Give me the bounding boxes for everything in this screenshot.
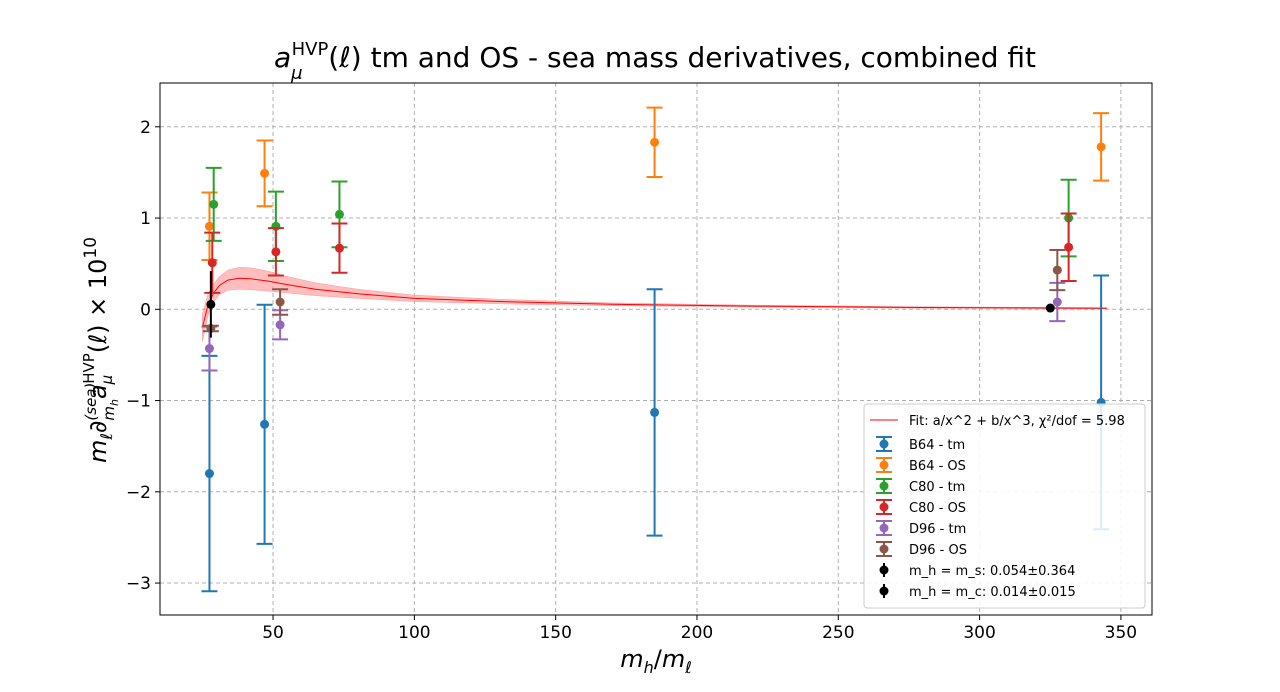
data-point (267, 227, 284, 277)
legend-entry: D96 - tm (876, 520, 966, 537)
legend-entry: D96 - OS (876, 541, 967, 558)
x-tick-label: 300 (963, 623, 995, 643)
legend-label: D96 - OS (909, 543, 967, 558)
x-tick-label: 150 (539, 623, 571, 643)
svg-text:mℓ∂(sea)mhaμHVP(ℓ) × 1010: mℓ∂(sea)mhaμHVP(ℓ) × 1010 (80, 237, 121, 463)
x-tick-label: 200 (681, 623, 713, 643)
data-point (204, 231, 221, 294)
marker-point (206, 271, 216, 338)
data-point (201, 354, 218, 593)
legend-entry: m_h = m_c: 0.014±0.015 (879, 584, 1076, 600)
plot-frame (159, 82, 1153, 616)
y-axis-label: mℓ∂(sea)mhaμHVP(ℓ) × 1010 (80, 237, 121, 463)
legend-box (863, 403, 1146, 609)
data-point (1049, 248, 1066, 292)
data-points (201, 106, 1110, 593)
data-point (646, 288, 663, 537)
x-axis-label: mh/mℓ (620, 645, 692, 677)
legend-label: B64 - OS (909, 459, 966, 474)
x-tick-label: 50 (262, 623, 284, 643)
data-point (205, 166, 222, 242)
legend-entry: C80 - OS (876, 499, 966, 516)
y-tick-label: 1 (140, 209, 151, 229)
legend-entry: m_h = m_s: 0.054±0.364 (879, 563, 1075, 579)
data-point (272, 288, 289, 316)
chart-title: aμ HVP(ℓ) tm and OS - sea mass derivative… (274, 39, 1036, 84)
axis-ticks: 50 100 150 200 250 300 350 −3 −2 −1 0 1 2 (126, 118, 1137, 643)
legend-label: C80 - OS (909, 501, 966, 516)
data-point (1093, 112, 1110, 182)
y-tick-label: −3 (126, 574, 151, 594)
data-point (646, 106, 663, 178)
marker-point (1045, 303, 1055, 313)
x-tick-label: 350 (1105, 623, 1137, 643)
data-point (1060, 212, 1077, 283)
legend-entry: B64 - OS (876, 457, 966, 474)
legend: Fit: a/x^2 + b/x^3, χ²/dof = 5.98 B64 - t… (863, 403, 1146, 609)
legend-label: D96 - tm (909, 522, 966, 537)
y-tick-label: −2 (126, 483, 151, 503)
title-subscript: μ (290, 63, 302, 84)
legend-label: C80 - tm (909, 480, 965, 495)
legend-entry: B64 - tm (876, 436, 965, 453)
y-tick-label: −1 (126, 392, 151, 412)
legend-label: m_h = m_s: 0.054±0.364 (909, 564, 1075, 579)
fit-curve (201, 277, 1107, 328)
legend-label: Fit: a/x^2 + b/x^3, χ²/dof = 5.98 (909, 414, 1125, 429)
legend-entry: Fit: a/x^2 + b/x^3, χ²/dof = 5.98 (870, 414, 1125, 429)
legend-label: m_h = m_c: 0.014±0.015 (909, 585, 1076, 600)
title-prefix: a (274, 41, 291, 74)
legend-entry: C80 - tm (876, 478, 965, 495)
y-tick-label: 2 (140, 118, 151, 138)
fit-line (201, 277, 1107, 328)
legend-label: B64 - tm (909, 438, 965, 453)
title-suffix: (ℓ) tm and OS - sea mass derivatives, co… (328, 41, 1036, 74)
data-point (331, 222, 348, 274)
x-tick-label: 100 (398, 623, 430, 643)
title-superscript: HVP (292, 39, 329, 60)
x-tick-label: 250 (822, 623, 854, 643)
y-tick-label: 0 (140, 300, 151, 320)
data-point (256, 303, 273, 545)
data-point (256, 139, 273, 208)
